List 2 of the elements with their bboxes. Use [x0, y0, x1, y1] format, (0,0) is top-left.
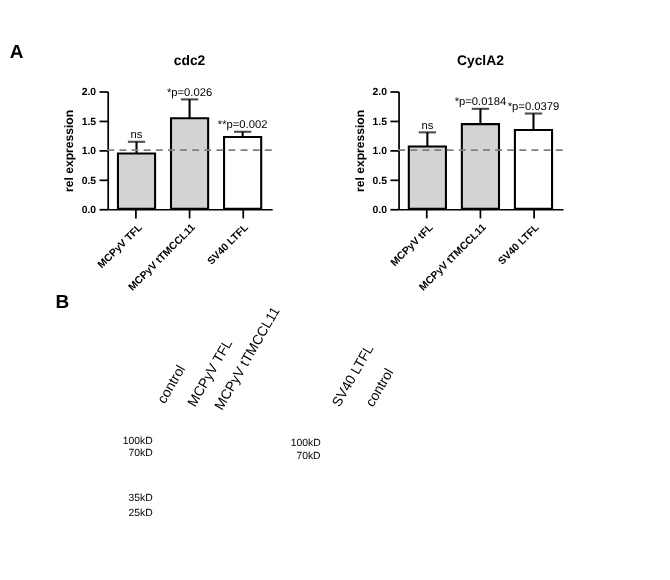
- text: B: [55, 292, 70, 315]
- text: A: [9, 42, 24, 65]
